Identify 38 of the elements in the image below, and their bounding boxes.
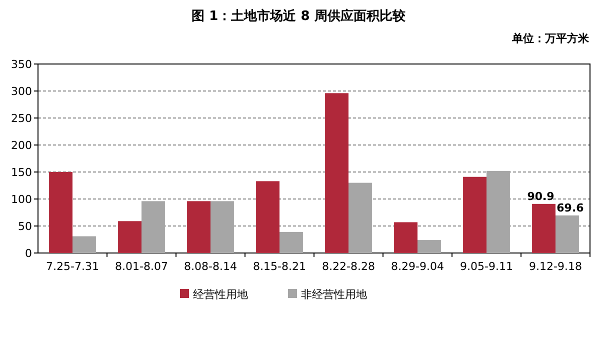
bar (463, 176, 486, 253)
x-tick-label: 7.25-7.31 (46, 260, 99, 273)
bar (187, 201, 210, 253)
bar (142, 201, 165, 253)
y-tick-label: 0 (25, 247, 32, 260)
y-tick-label: 300 (11, 85, 32, 98)
x-tick-label: 8.29-9.04 (391, 260, 444, 273)
y-tick-label: 200 (11, 139, 32, 152)
data-label: 90.9 (527, 190, 554, 203)
x-tick-label: 8.08-8.14 (184, 260, 237, 273)
y-tick-label: 350 (11, 58, 32, 71)
bar (256, 181, 280, 253)
x-tick-label: 9.12-9.18 (529, 260, 582, 273)
y-tick-label: 150 (11, 166, 32, 179)
bar (49, 172, 72, 253)
bar (348, 182, 372, 253)
bar (394, 222, 418, 253)
x-tick-label: 8.15-8.21 (253, 260, 306, 273)
y-tick-label: 100 (11, 193, 32, 206)
bar (210, 201, 234, 253)
x-tick-label: 9.05-9.11 (460, 260, 513, 273)
y-tick-label: 50 (18, 220, 32, 233)
chart-subtitle: 单位：万平方米 (511, 32, 590, 45)
bar (556, 215, 579, 253)
x-tick-label: 8.01-8.07 (115, 260, 168, 273)
bar (280, 232, 303, 253)
y-tick-label: 250 (11, 112, 32, 125)
bar (418, 240, 441, 253)
x-tick-label: 8.22-8.28 (322, 260, 375, 273)
bar (72, 236, 96, 253)
data-label: 69.6 (556, 201, 584, 214)
legend-label: 非经营性用地 (301, 288, 367, 301)
bar (486, 170, 510, 253)
bar (325, 93, 348, 253)
bar (532, 204, 556, 253)
bar (118, 221, 142, 253)
legend-label: 经营性用地 (193, 288, 248, 301)
chart-title: 图 1：土地市场近 8 周供应面积比较 (192, 8, 406, 24)
